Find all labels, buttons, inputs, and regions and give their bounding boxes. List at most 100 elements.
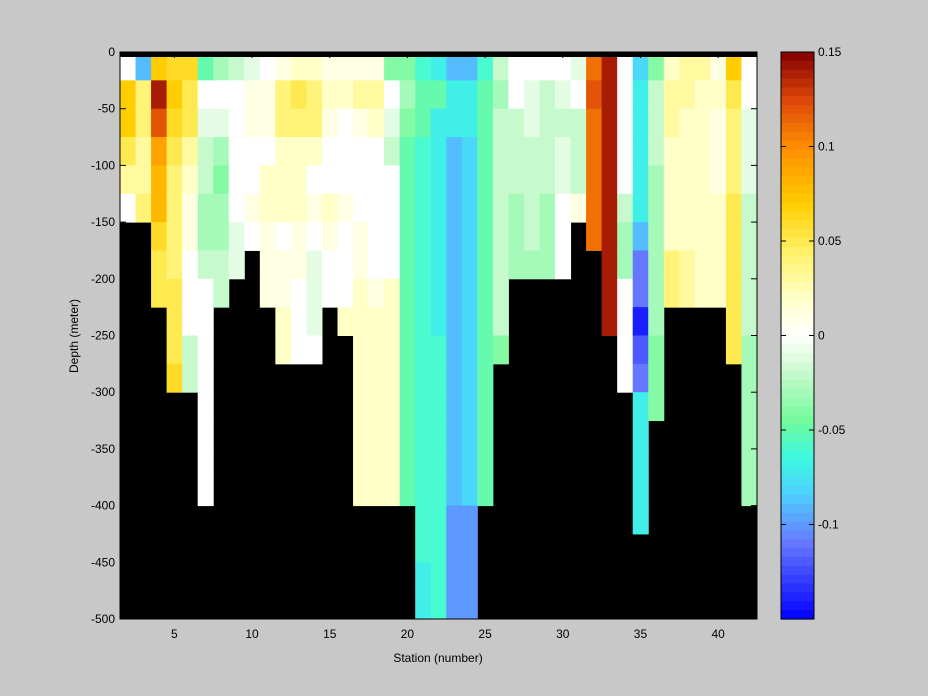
heatmap-cell bbox=[368, 80, 385, 110]
heatmap-cell bbox=[741, 165, 758, 195]
heatmap-cell bbox=[741, 137, 758, 166]
heatmap-cell bbox=[321, 165, 339, 195]
heatmap-cell bbox=[244, 193, 261, 223]
heatmap-cell bbox=[632, 335, 649, 365]
heatmap-cell bbox=[555, 80, 572, 110]
heatmap-cell bbox=[166, 222, 183, 251]
heatmap-cell bbox=[632, 80, 649, 110]
heatmap-cell bbox=[710, 250, 727, 280]
heatmap-cell bbox=[523, 137, 540, 166]
colorbar-band bbox=[781, 521, 814, 532]
heatmap-cell bbox=[259, 250, 276, 280]
heatmap-cell bbox=[415, 392, 432, 422]
heatmap-cell bbox=[508, 165, 525, 195]
heatmap-cell bbox=[539, 222, 556, 251]
heatmap-cell bbox=[415, 52, 432, 81]
heatmap-cell bbox=[570, 80, 587, 110]
heatmap-cell bbox=[601, 137, 618, 166]
heatmap-cell bbox=[461, 533, 478, 563]
x-tick-label: 30 bbox=[556, 627, 570, 641]
y-tick-label: -450 bbox=[91, 555, 115, 569]
heatmap-cell bbox=[725, 278, 742, 308]
heatmap-cell bbox=[353, 165, 370, 195]
heatmap-cell bbox=[166, 307, 183, 336]
heatmap-cell bbox=[523, 193, 540, 223]
heatmap-cell bbox=[725, 52, 742, 81]
heatmap-cell bbox=[290, 193, 307, 223]
heatmap-cell bbox=[399, 222, 416, 251]
colorbar-tick-label: 0.15 bbox=[818, 45, 842, 59]
colorbar-band bbox=[781, 158, 814, 168]
heatmap-cell bbox=[415, 533, 432, 563]
heatmap-cell bbox=[337, 52, 354, 81]
colorbar-band bbox=[781, 468, 814, 478]
heatmap-cell bbox=[368, 108, 385, 138]
heatmap-cell bbox=[477, 278, 494, 308]
heatmap-cell bbox=[368, 165, 385, 195]
heatmap-cell bbox=[197, 477, 214, 507]
heatmap-cell bbox=[741, 108, 758, 138]
heatmap-cell bbox=[337, 137, 354, 166]
heatmap-cell bbox=[399, 250, 416, 280]
heatmap-cell bbox=[415, 278, 432, 308]
heatmap-cell bbox=[197, 193, 214, 223]
heatmap-cell bbox=[508, 137, 525, 166]
heatmap-cell bbox=[586, 108, 603, 138]
heatmap-cell bbox=[508, 222, 525, 251]
heatmap-cell bbox=[259, 52, 276, 81]
heatmap-cell bbox=[741, 363, 758, 393]
heatmap-cell bbox=[461, 108, 478, 138]
colorbar-band bbox=[781, 238, 814, 248]
heatmap-cell bbox=[321, 278, 339, 308]
heatmap-cell bbox=[415, 363, 432, 393]
heatmap-cell bbox=[368, 52, 385, 81]
heatmap-cell bbox=[135, 52, 152, 81]
heatmap-cell bbox=[151, 193, 168, 223]
heatmap-cell bbox=[508, 193, 525, 223]
heatmap-cell bbox=[632, 278, 649, 308]
colorbar-band bbox=[781, 530, 814, 540]
heatmap-cell bbox=[461, 193, 478, 223]
heatmap-cell bbox=[244, 108, 261, 138]
heatmap-cell bbox=[337, 307, 354, 336]
colorbar-band bbox=[781, 424, 814, 434]
heatmap-cell bbox=[601, 250, 618, 280]
colorbar-band bbox=[781, 583, 814, 594]
heatmap-cell bbox=[648, 137, 665, 166]
y-tick-label: -150 bbox=[91, 215, 115, 229]
heatmap-cell bbox=[306, 193, 323, 223]
colorbar-ticks: 0.15 0.1 0.05 0 -0.05 -0.1 bbox=[781, 45, 846, 532]
heatmap-cell bbox=[570, 137, 587, 166]
colorbar-band bbox=[781, 379, 814, 390]
heatmap-cell bbox=[197, 335, 214, 365]
heatmap-cell bbox=[710, 222, 727, 251]
colorbar-band bbox=[781, 60, 814, 71]
heatmap-cell bbox=[151, 278, 168, 308]
heatmap-cell bbox=[430, 335, 447, 365]
heatmap-cell bbox=[492, 278, 509, 308]
heatmap-cell bbox=[213, 250, 230, 280]
heatmap-cell bbox=[694, 52, 711, 81]
heatmap-cell bbox=[446, 562, 463, 592]
colorbar-band bbox=[781, 450, 814, 461]
colorbar-band bbox=[781, 574, 814, 585]
colorbar-band bbox=[781, 592, 814, 602]
heatmap-cell bbox=[430, 477, 447, 507]
heatmap-cell bbox=[321, 52, 339, 81]
heatmap-cell bbox=[430, 52, 447, 81]
heatmap-cell bbox=[508, 250, 525, 280]
heatmap-cell bbox=[384, 363, 401, 393]
heatmap-cell bbox=[430, 420, 447, 450]
heatmap-cell bbox=[446, 392, 463, 422]
heatmap-cell bbox=[353, 335, 370, 365]
heatmap-cell bbox=[151, 137, 168, 166]
heatmap-cell bbox=[290, 80, 307, 110]
heatmap-cell bbox=[166, 193, 183, 223]
heatmap-cell bbox=[663, 250, 680, 280]
heatmap-cell bbox=[321, 108, 339, 138]
heatmap-cell bbox=[663, 165, 680, 195]
x-axis-title: Station (number) bbox=[393, 651, 482, 665]
heatmap-cell bbox=[710, 278, 727, 308]
heatmap-cell bbox=[648, 222, 665, 251]
